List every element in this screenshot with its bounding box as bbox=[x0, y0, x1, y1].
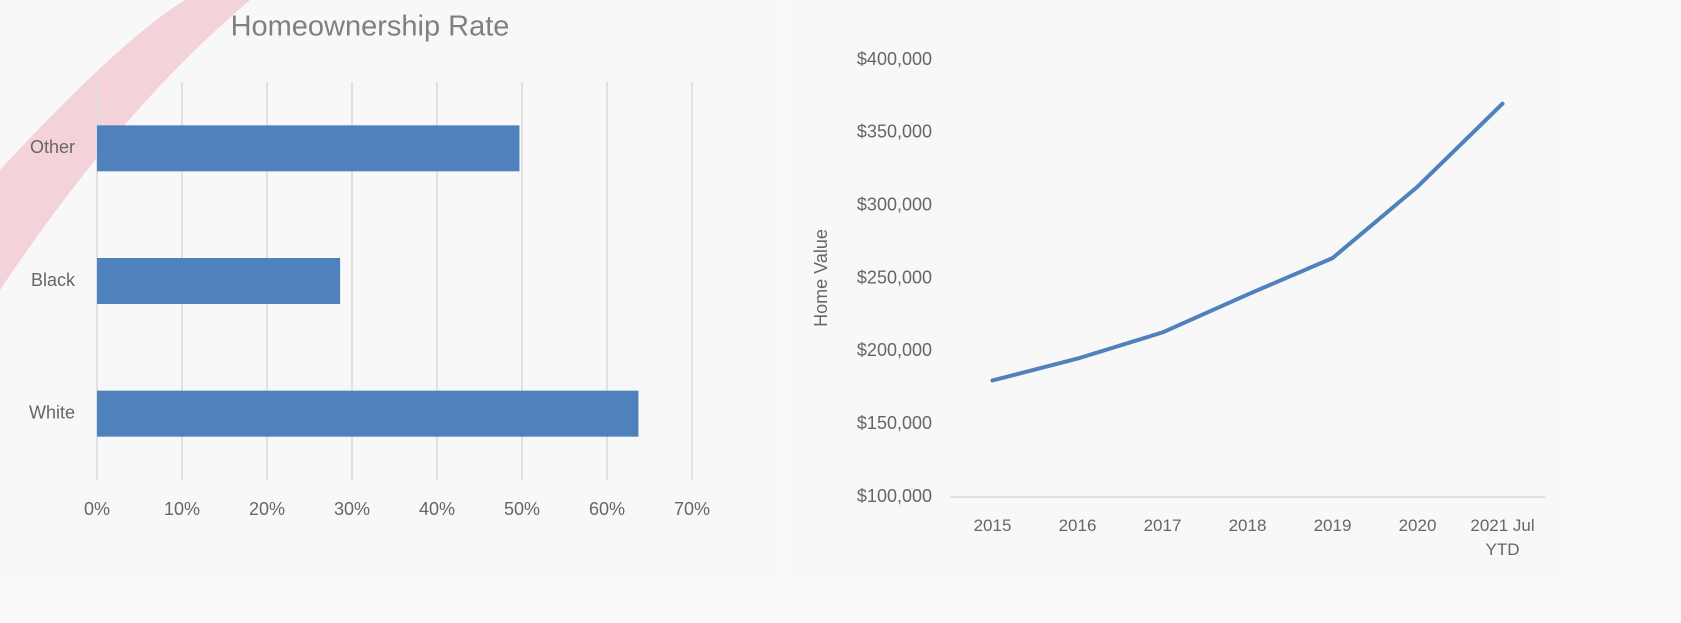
x-tick-label: 2016 bbox=[1036, 514, 1120, 538]
y-tick-label: $200,000 bbox=[857, 340, 932, 360]
y-tick-label: $400,000 bbox=[857, 49, 932, 69]
x-tick-label: 20% bbox=[249, 499, 285, 519]
x-tick-label-box: 2021 Jul YTD bbox=[1461, 514, 1545, 570]
x-tick-label-box: 2018 bbox=[1206, 514, 1290, 570]
x-tick-label: 2015 bbox=[951, 514, 1035, 538]
chart-title: Homeownership Rate bbox=[231, 11, 510, 43]
x-tick-label: 70% bbox=[674, 499, 710, 519]
y-tick-label: $100,000 bbox=[857, 486, 932, 506]
x-tick-label: 2019 bbox=[1291, 514, 1375, 538]
bar bbox=[97, 258, 340, 304]
x-tick-label: 2017 bbox=[1121, 514, 1205, 538]
y-tick-label: $350,000 bbox=[857, 122, 932, 142]
x-tick-label: 2018 bbox=[1206, 514, 1290, 538]
page: Homeownership Rate Home Value 0% 10% 20% 30… bbox=[0, 0, 1681, 623]
y-tick-label: Other bbox=[30, 137, 75, 157]
y-tick-label: $250,000 bbox=[857, 267, 932, 287]
x-tick-label-box: 2019 bbox=[1291, 514, 1375, 570]
x-tick-label: 40% bbox=[419, 499, 455, 519]
y-tick-label: $150,000 bbox=[857, 413, 932, 433]
bar bbox=[97, 391, 638, 437]
y-tick-label: $300,000 bbox=[857, 194, 932, 214]
x-tick-label: 2021 Jul YTD bbox=[1461, 514, 1545, 562]
x-tick-label: 0% bbox=[84, 499, 110, 519]
x-tick-label: 2020 bbox=[1376, 514, 1460, 538]
x-tick-label: 10% bbox=[164, 499, 200, 519]
y-tick-label: Black bbox=[31, 270, 76, 290]
bar bbox=[97, 125, 519, 171]
y-axis-label: Home Value bbox=[811, 229, 831, 327]
x-tick-label-box: 2020 bbox=[1376, 514, 1460, 570]
x-tick-label: 60% bbox=[589, 499, 625, 519]
x-tick-label: 50% bbox=[504, 499, 540, 519]
x-tick-label-box: 2016 bbox=[1036, 514, 1120, 570]
y-tick-label: White bbox=[29, 402, 75, 422]
x-tick-label: 30% bbox=[334, 499, 370, 519]
x-tick-label-box: 2015 bbox=[951, 514, 1035, 570]
x-tick-label-box: 2017 bbox=[1121, 514, 1205, 570]
